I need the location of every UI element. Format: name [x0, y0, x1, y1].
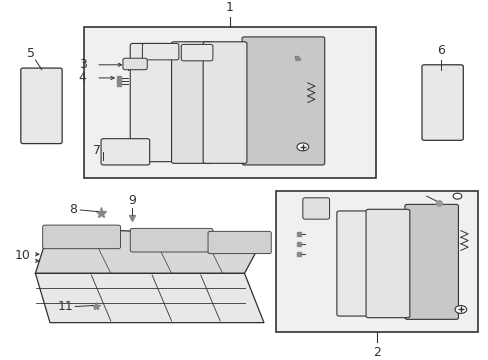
- FancyBboxPatch shape: [181, 44, 212, 61]
- FancyBboxPatch shape: [207, 231, 271, 254]
- Text: 3: 3: [79, 58, 86, 71]
- Text: 7: 7: [93, 144, 101, 157]
- Text: 2: 2: [372, 346, 380, 359]
- FancyBboxPatch shape: [122, 58, 147, 70]
- Text: 4: 4: [79, 71, 86, 85]
- FancyBboxPatch shape: [101, 139, 149, 165]
- FancyBboxPatch shape: [421, 65, 462, 140]
- FancyBboxPatch shape: [21, 68, 62, 144]
- Text: 8: 8: [69, 203, 77, 216]
- Text: 11: 11: [58, 300, 73, 313]
- FancyBboxPatch shape: [242, 37, 324, 165]
- Circle shape: [452, 193, 461, 199]
- FancyBboxPatch shape: [404, 204, 458, 319]
- Text: 10: 10: [15, 249, 30, 262]
- Polygon shape: [35, 273, 264, 323]
- FancyBboxPatch shape: [336, 211, 377, 316]
- Bar: [84, 27, 375, 178]
- FancyBboxPatch shape: [142, 44, 179, 60]
- Circle shape: [454, 306, 466, 314]
- FancyBboxPatch shape: [171, 42, 212, 163]
- Bar: [276, 191, 477, 333]
- FancyBboxPatch shape: [42, 225, 120, 249]
- Text: 5: 5: [26, 47, 35, 60]
- FancyBboxPatch shape: [203, 42, 246, 163]
- Text: 1: 1: [225, 1, 233, 14]
- Text: 9: 9: [127, 194, 135, 207]
- FancyBboxPatch shape: [366, 209, 409, 318]
- FancyBboxPatch shape: [130, 228, 212, 252]
- FancyBboxPatch shape: [302, 198, 329, 219]
- Circle shape: [296, 143, 308, 151]
- FancyBboxPatch shape: [130, 44, 183, 162]
- Text: 6: 6: [437, 44, 445, 57]
- Polygon shape: [35, 228, 264, 273]
